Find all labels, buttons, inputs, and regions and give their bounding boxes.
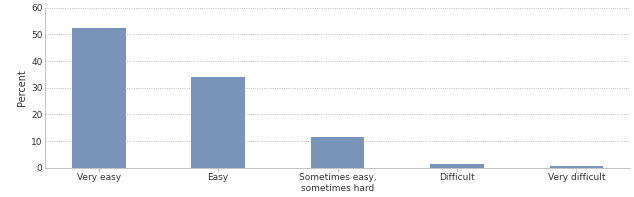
Bar bbox=[430, 164, 484, 168]
Y-axis label: Percent: Percent bbox=[17, 69, 27, 106]
Bar bbox=[550, 166, 604, 168]
Bar bbox=[191, 77, 245, 168]
Bar bbox=[72, 28, 126, 168]
Bar bbox=[311, 137, 365, 168]
